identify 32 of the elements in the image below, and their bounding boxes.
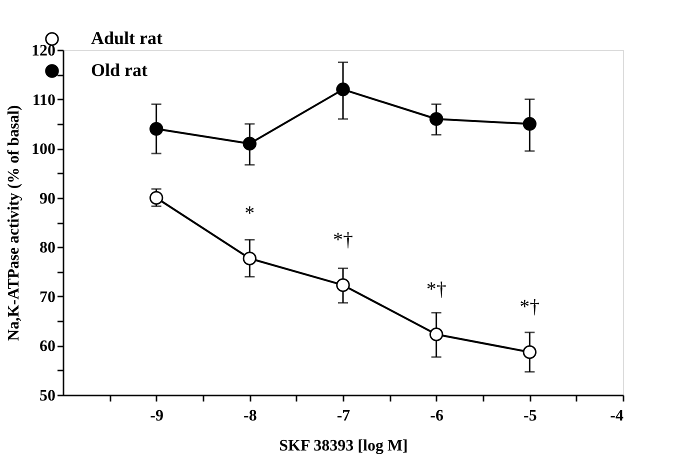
x-axis-title: SKF 38393 [log M] (279, 438, 408, 454)
x-tick-label: -6 (430, 408, 444, 424)
point (242, 136, 257, 151)
point (149, 122, 164, 136)
x-tick-label: -5 (524, 408, 537, 424)
y-tick-label: 50 (40, 388, 56, 404)
point (522, 117, 537, 131)
x-tick-label: -4 (610, 408, 624, 424)
point (149, 190, 164, 205)
y-tick-label: 80 (40, 240, 56, 257)
point (522, 345, 537, 359)
annotation: *† (333, 229, 353, 252)
point (429, 112, 444, 126)
point (336, 82, 350, 96)
x-tick-label: -7 (336, 408, 350, 424)
y-tick-label: 90 (40, 190, 56, 208)
legend-label: Old rat (91, 60, 148, 80)
y-tick-label: 70 (40, 288, 56, 306)
annotation: *† (426, 278, 446, 300)
point (429, 328, 444, 342)
y-tick-label: 100 (32, 141, 56, 158)
legend-label: Adult rat (91, 28, 163, 48)
y-tick-label: 60 (40, 338, 56, 356)
y-axis-title: Na,K-ATPase activity (% of basal) (6, 105, 22, 341)
x-tick-label: -8 (244, 408, 257, 424)
y-tick-label: 120 (32, 42, 56, 60)
point (242, 252, 257, 266)
annotation: * (244, 202, 255, 224)
point (336, 278, 350, 292)
x-tick-label: -9 (150, 408, 164, 424)
annotation: *† (520, 296, 540, 318)
y-tick-label: 110 (32, 92, 56, 109)
